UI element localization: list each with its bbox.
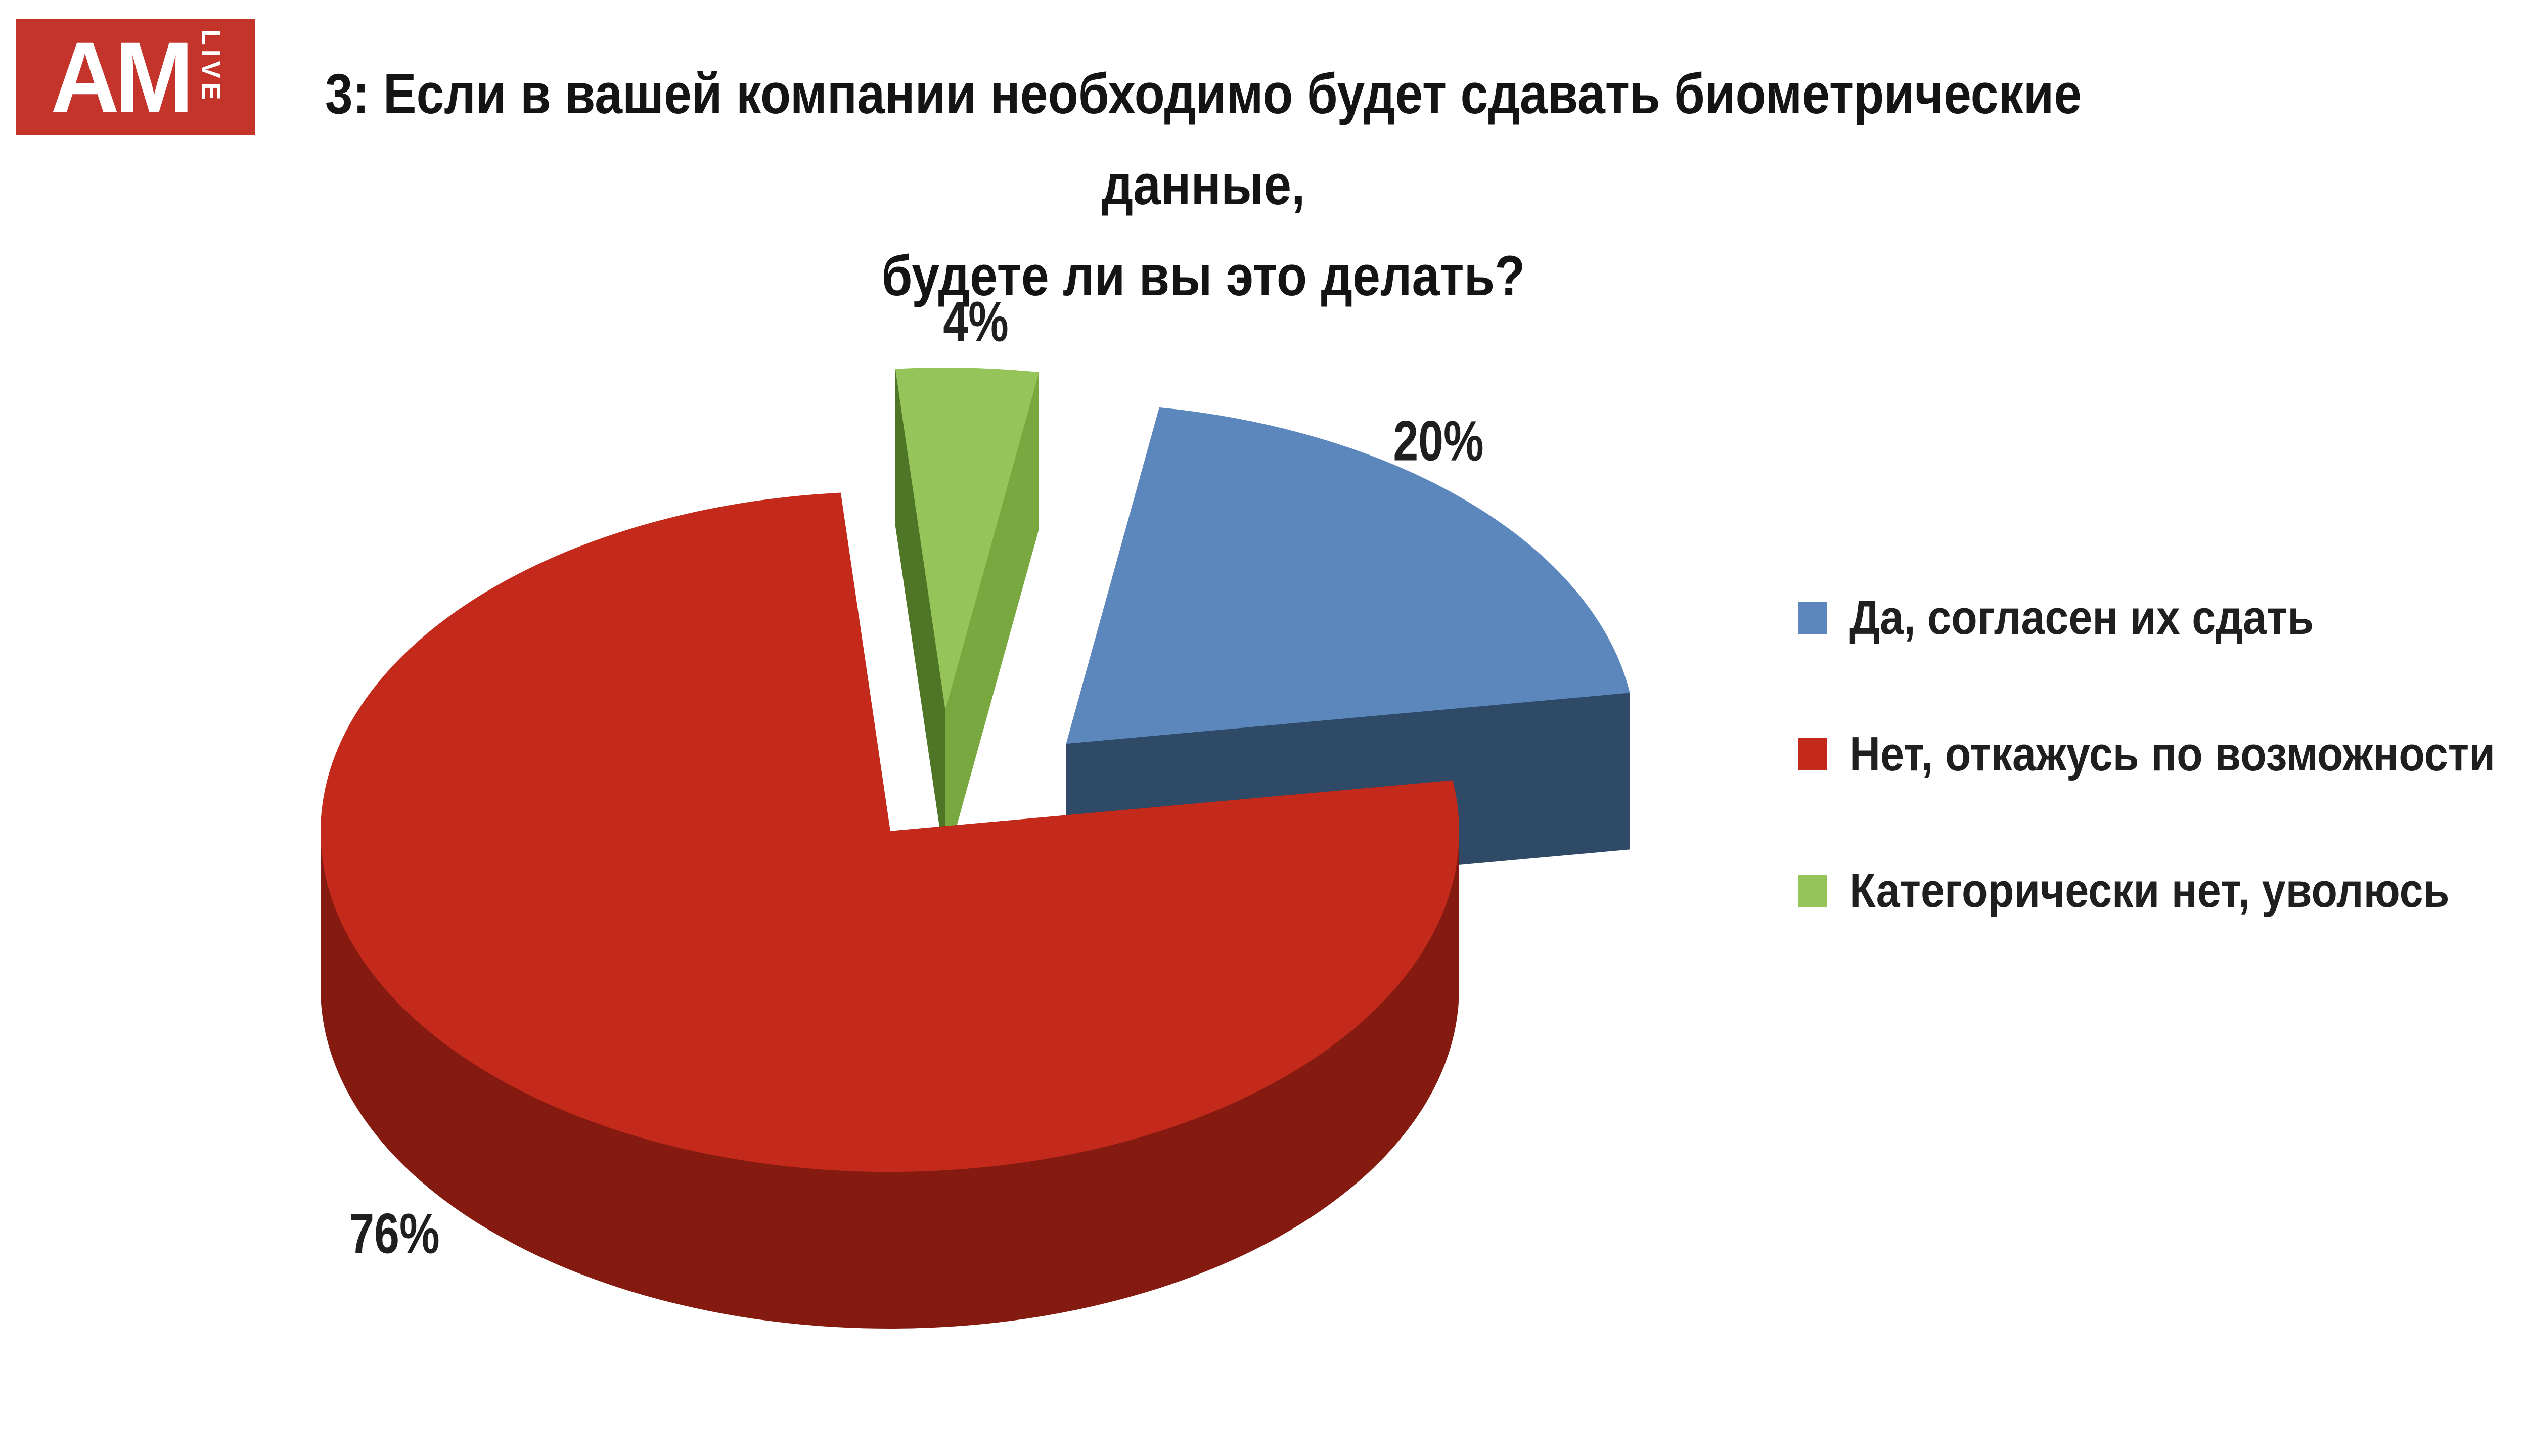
chart-title-line2: будете ли вы это делать?	[881, 244, 1525, 307]
logo-am-text: AM	[51, 21, 194, 133]
slice-label-yes: 20%	[1393, 409, 1484, 473]
chart-title: 3: Если в вашей компании необходимо буде…	[304, 49, 2102, 322]
chart-legend: Да, согласен их сдать Нет, откажусь по в…	[1798, 590, 2528, 1000]
pie-slice-top	[895, 368, 1039, 708]
slice-label-no: 76%	[349, 1202, 440, 1265]
pie-slice-top	[1066, 407, 1630, 744]
legend-label: Категорически нет, уволюсь	[1849, 863, 2450, 918]
legend-swatch-red	[1798, 738, 1827, 770]
chart-title-line1: 3: Если в вашей компании необходимо буде…	[325, 62, 2082, 216]
legend-swatch-blue	[1798, 602, 1827, 634]
slice-label-definitely-no: 4%	[943, 290, 1009, 353]
legend-swatch-green	[1798, 875, 1827, 907]
am-live-logo: AM LIVE	[16, 19, 255, 135]
pie-slice-top	[321, 492, 1460, 1172]
legend-item-yes: Да, согласен их сдать	[1798, 590, 2528, 645]
legend-item-no: Нет, откажусь по возможности	[1798, 727, 2528, 782]
legend-label: Да, согласен их сдать	[1849, 590, 2314, 645]
legend-item-definitely-no: Категорически нет, уволюсь	[1798, 863, 2528, 918]
legend-label: Нет, откажусь по возможности	[1849, 727, 2496, 781]
logo-live-text: LIVE	[196, 29, 225, 104]
